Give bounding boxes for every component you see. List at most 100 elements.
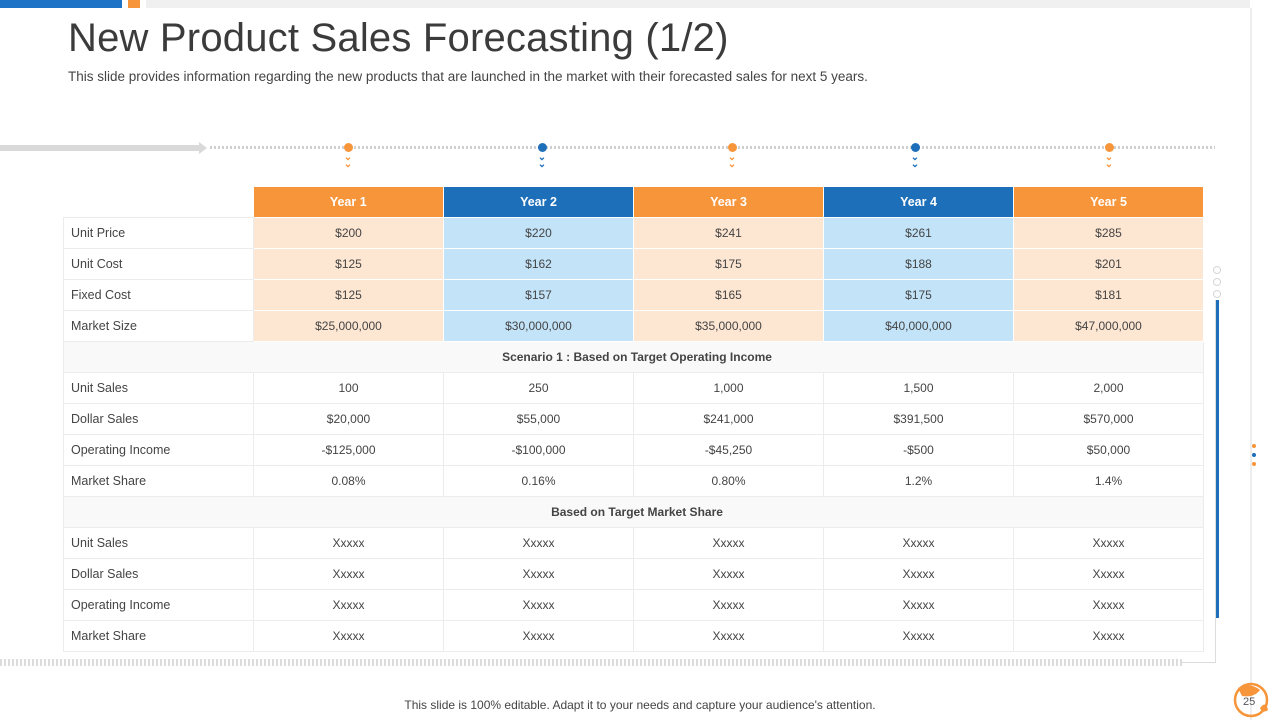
table-cell: Xxxxx [633,620,824,652]
header-blank-cell [64,187,254,218]
table-cell: 250 [443,372,634,404]
chevron-down-icon: ⌄ ⌄ [343,152,353,170]
table-cell: $220 [443,217,634,249]
timeline-marker-year-3: ⌄ ⌄ [722,143,742,170]
row-label: Operating Income [63,434,254,466]
table-row: Unit Cost $125 $162 $175 $188 $201 [63,248,1204,280]
chevron-down-icon: ⌄ ⌄ [910,152,920,170]
table-cell: Xxxxx [443,558,634,590]
row-label: Dollar Sales [63,558,254,590]
table-cell: $125 [253,248,444,280]
header-year-3: Year 3 [633,187,824,218]
marker-dot [910,143,920,152]
table-cell: $241,000 [633,403,824,435]
decor-ring-dot [1213,278,1221,286]
table-row: Unit Price $200 $220 $241 $261 $285 [63,217,1204,249]
table-cell: Xxxxx [633,589,824,621]
row-label: Operating Income [63,589,254,621]
table-cell: $201 [1013,248,1204,280]
table-cell: $391,500 [823,403,1014,435]
right-frame-line [1250,8,1252,720]
table-cell: $200 [253,217,444,249]
table-row: Market Share 0.08% 0.16% 0.80% 1.2% 1.4% [63,465,1204,497]
section-heading: Scenario 1 : Based on Target Operating I… [63,341,1204,373]
table-cell: $47,000,000 [1013,310,1204,342]
row-label: Market Size [63,310,254,342]
marker-dot [727,143,737,152]
top-accent-bar-orange [128,0,140,8]
table-cell: -$45,250 [633,434,824,466]
table-cell: $241 [633,217,824,249]
table-cell: Xxxxx [253,558,444,590]
page-number: 25 [1243,696,1256,708]
header-year-2: Year 2 [443,187,634,218]
row-label: Unit Cost [63,248,254,280]
decor-vertical-bar [1215,300,1219,618]
table-cell: Xxxxx [443,620,634,652]
timeline-marker-year-5: ⌄ ⌄ [1099,143,1119,170]
leaf-logo-icon [1233,682,1269,718]
table-cell: $20,000 [253,403,444,435]
decor-dot [1252,462,1256,466]
table-cell: Xxxxx [253,620,444,652]
table-cell: $35,000,000 [633,310,824,342]
timeline-arrow-shaft [0,145,200,151]
table-cell: 0.16% [443,465,634,497]
table-cell: Xxxxx [1013,558,1204,590]
table-cell: Xxxxx [633,527,824,559]
table-cell: $55,000 [443,403,634,435]
table-row: Operating Income -$125,000 -$100,000 -$4… [63,434,1204,466]
marker-dot [537,143,547,152]
decor-ring-dot [1213,290,1221,298]
table-row: Market Share Xxxxx Xxxxx Xxxxx Xxxxx Xxx… [63,620,1204,652]
table-cell: $40,000,000 [823,310,1014,342]
table-cell: $125 [253,279,444,311]
timeline-marker-year-2: ⌄ ⌄ [532,143,552,170]
forecast-table: Year 1 Year 2 Year 3 Year 4 Year 5 Unit … [63,187,1204,652]
table-cell: Xxxxx [823,527,1014,559]
table-cell: -$100,000 [443,434,634,466]
table-cell: $162 [443,248,634,280]
decor-ring-dot [1213,266,1221,274]
table-cell: $165 [633,279,824,311]
table-cell: Xxxxx [823,620,1014,652]
table-row: Fixed Cost $125 $157 $165 $175 $181 [63,279,1204,311]
table-row: Dollar Sales Xxxxx Xxxxx Xxxxx Xxxxx Xxx… [63,558,1204,590]
page-title: New Product Sales Forecasting (1/2) [68,16,729,60]
timeline-dotted-line [210,146,1215,149]
table-cell: Xxxxx [1013,527,1204,559]
table-cell: 1,000 [633,372,824,404]
table-cell: 1.4% [1013,465,1204,497]
table-row: Unit Sales Xxxxx Xxxxx Xxxxx Xxxxx Xxxxx [63,527,1204,559]
decor-dot [1252,444,1256,448]
top-accent-bar-blue [0,0,122,8]
table-cell: $175 [823,279,1014,311]
decor-dot [1252,453,1256,457]
table-row: Dollar Sales $20,000 $55,000 $241,000 $3… [63,403,1204,435]
chevron-down-icon: ⌄ ⌄ [1104,152,1114,170]
table-row: Unit Sales 100 250 1,000 1,500 2,000 [63,372,1204,404]
table-cell: Xxxxx [253,527,444,559]
row-label: Unit Sales [63,372,254,404]
decor-frame-line [1215,300,1216,662]
table-cell: Xxxxx [443,589,634,621]
timeline-arrow-head [199,142,207,154]
table-cell: $157 [443,279,634,311]
decor-frame-line [1182,662,1216,663]
header-year-1: Year 1 [253,187,444,218]
row-label: Market Share [63,620,254,652]
table-cell: Xxxxx [823,589,1014,621]
timeline-marker-year-4: ⌄ ⌄ [905,143,925,170]
table-cell: Xxxxx [633,558,824,590]
table-cell: $570,000 [1013,403,1204,435]
header-year-4: Year 4 [823,187,1014,218]
row-label: Unit Sales [63,527,254,559]
section-heading: Based on Target Market Share [63,496,1204,528]
table-header-row: Year 1 Year 2 Year 3 Year 4 Year 5 [64,187,1204,218]
table-cell: Xxxxx [823,558,1014,590]
table-cell: $181 [1013,279,1204,311]
table-cell: $188 [823,248,1014,280]
row-label: Market Share [63,465,254,497]
table-cell: -$125,000 [253,434,444,466]
section-heading-row: Based on Target Market Share [63,496,1204,528]
